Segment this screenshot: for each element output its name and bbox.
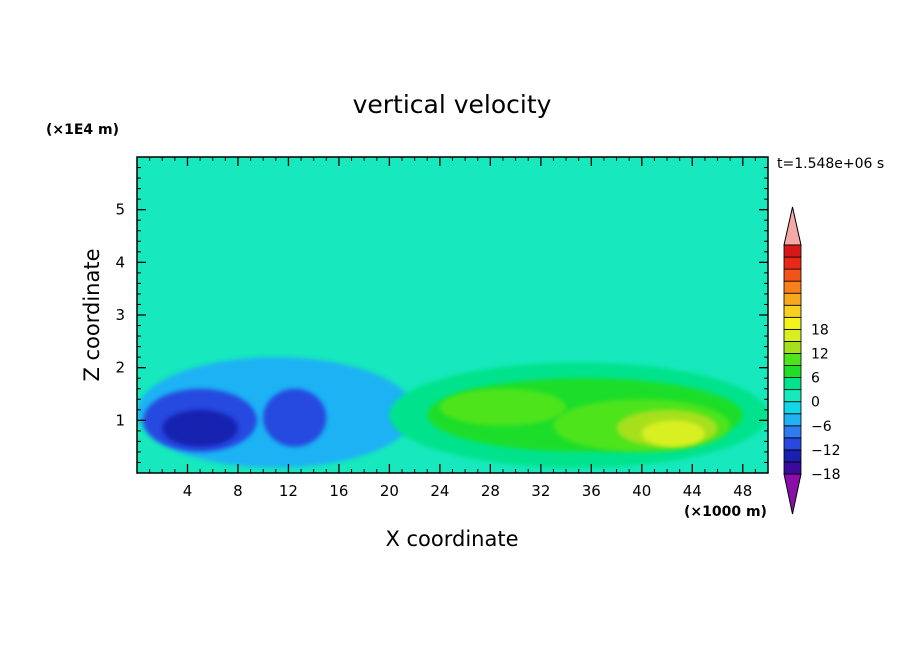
- x-tick-label: 28: [481, 482, 500, 500]
- colorbar-tick-label: −18: [811, 467, 841, 483]
- colorbar-tick-label: 12: [811, 346, 829, 362]
- colorbar-swatch: [783, 316, 802, 330]
- colorbar-swatch: [783, 256, 802, 270]
- x-tick-label: 44: [683, 482, 702, 500]
- contour-region-downdraft-core-east: [263, 388, 327, 447]
- contour-region-updraft-peak: [641, 420, 705, 447]
- x-tick-label: 20: [380, 482, 399, 500]
- x-tick-label: 4: [183, 482, 193, 500]
- x-tick-label: 36: [582, 482, 601, 500]
- contour-region-downdraft-core-west-inner: [162, 409, 238, 447]
- colorbar-tick-label: 18: [811, 322, 829, 338]
- colorbar-swatch: [783, 280, 802, 294]
- colorbar-swatch: [783, 401, 802, 415]
- y-axis-label: Z coordinate: [80, 248, 104, 381]
- colorbar-swatch: [783, 437, 802, 451]
- contour-region-updraft-core-west: [439, 388, 567, 426]
- colorbar-swatch: [783, 244, 802, 258]
- y-unit-label: (×1E4 m): [46, 122, 119, 138]
- colorbar-swatch: [783, 377, 802, 391]
- x-axis: 4 8 12 16 20 24 28 32 36 40 44 48: [149, 157, 756, 500]
- colorbar-tick-label: −6: [811, 419, 832, 435]
- colorbar-swatch: [783, 413, 802, 427]
- chart-title: vertical velocity: [353, 90, 552, 119]
- colorbar-tick-label: 0: [811, 395, 820, 411]
- colorbar-swatch: [783, 425, 802, 439]
- colorbar-swatch: [783, 268, 802, 282]
- y-tick-label: 5: [115, 201, 125, 219]
- colorbar-bottom-arrow: [783, 473, 802, 515]
- colorbar-swatch: [783, 461, 802, 475]
- colorbar-tick-label: −12: [811, 443, 841, 459]
- x-tick-label: 32: [531, 482, 550, 500]
- x-unit-label: (×1000 m): [684, 504, 767, 520]
- contour-region-upper-green-band: [137, 236, 768, 284]
- colorbar-swatch: [783, 353, 802, 366]
- x-tick-label: 16: [329, 482, 348, 500]
- colorbar-swatch: [783, 292, 802, 306]
- colorbar-swatch: [783, 328, 802, 342]
- y-tick-label: 4: [115, 253, 125, 271]
- y-tick-label: 3: [115, 306, 125, 324]
- colorbar-top-arrow: [783, 206, 802, 246]
- x-tick-label: 12: [279, 482, 298, 500]
- y-axis: 1 2 3 4 5: [115, 167, 768, 463]
- contour-field: [137, 157, 768, 473]
- x-tick-label: 40: [632, 482, 651, 500]
- colorbar-swatch: [783, 365, 802, 378]
- x-tick-label: 48: [733, 482, 752, 500]
- colorbar: 18 12 6 0 −6 −12 −18: [783, 206, 841, 515]
- x-tick-label: 24: [430, 482, 449, 500]
- y-tick-label: 1: [115, 411, 125, 429]
- time-label: t=1.548e+06 s: [777, 156, 884, 172]
- colorbar-swatch: [783, 449, 802, 463]
- colorbar-swatch: [783, 389, 802, 403]
- colorbar-tick-label: 6: [811, 371, 820, 387]
- colorbar-swatch: [783, 341, 802, 354]
- x-tick-label: 8: [233, 482, 243, 500]
- y-tick-label: 2: [115, 359, 125, 377]
- x-axis-label: X coordinate: [385, 527, 518, 551]
- colorbar-swatch: [783, 304, 802, 318]
